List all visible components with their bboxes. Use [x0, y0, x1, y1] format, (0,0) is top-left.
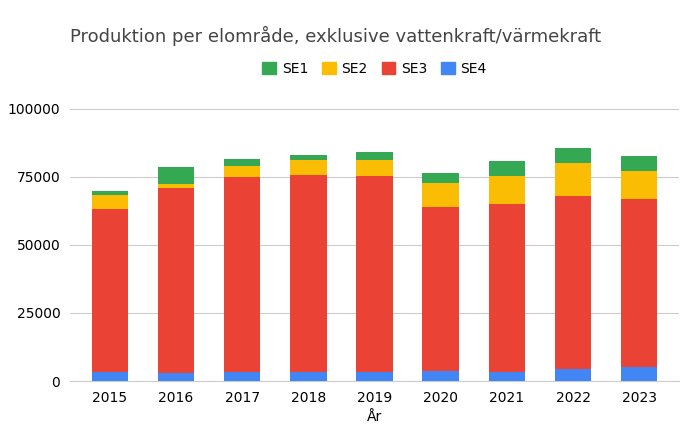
- Bar: [290, 175, 326, 372]
- Text: Produktion per elområde, exklusive vattenkraft/värmekraft: Produktion per elområde, exklusive vatte…: [70, 26, 601, 46]
- Bar: [621, 156, 657, 171]
- Bar: [555, 369, 592, 381]
- X-axis label: År: År: [367, 410, 382, 424]
- Bar: [224, 166, 260, 177]
- Bar: [158, 168, 194, 184]
- Bar: [290, 160, 326, 175]
- Bar: [489, 204, 525, 372]
- Bar: [489, 372, 525, 381]
- Bar: [224, 372, 260, 381]
- Bar: [290, 372, 326, 381]
- Bar: [489, 176, 525, 204]
- Bar: [356, 152, 393, 160]
- Legend: SE1, SE2, SE3, SE4: SE1, SE2, SE3, SE4: [257, 56, 492, 81]
- Bar: [158, 373, 194, 381]
- Bar: [356, 372, 393, 381]
- Bar: [555, 196, 592, 369]
- Bar: [290, 155, 326, 160]
- Bar: [423, 184, 459, 207]
- Bar: [621, 368, 657, 381]
- Bar: [92, 195, 128, 209]
- Bar: [621, 171, 657, 199]
- Bar: [224, 177, 260, 372]
- Bar: [92, 209, 128, 372]
- Bar: [356, 176, 393, 372]
- Bar: [356, 160, 393, 176]
- Bar: [92, 191, 128, 195]
- Bar: [158, 184, 194, 188]
- Bar: [92, 372, 128, 381]
- Bar: [158, 188, 194, 373]
- Bar: [489, 162, 525, 176]
- Bar: [224, 159, 260, 166]
- Y-axis label: TWh/år: TWh/år: [0, 213, 2, 263]
- Bar: [621, 199, 657, 368]
- Bar: [423, 207, 459, 371]
- Bar: [555, 149, 592, 163]
- Bar: [423, 371, 459, 381]
- Bar: [423, 173, 459, 184]
- Bar: [555, 163, 592, 196]
